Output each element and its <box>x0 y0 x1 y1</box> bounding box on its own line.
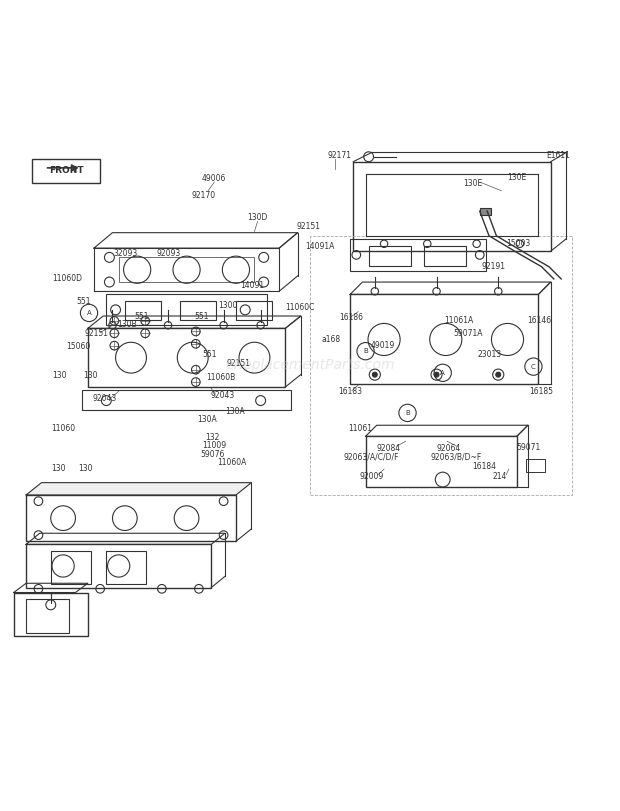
Text: 15060: 15060 <box>66 341 91 350</box>
Text: 92151: 92151 <box>85 329 108 338</box>
Text: 49019: 49019 <box>371 341 395 350</box>
Bar <box>526 459 544 471</box>
Text: 59071: 59071 <box>516 443 541 452</box>
Text: 130: 130 <box>52 371 66 380</box>
Text: A: A <box>87 310 91 316</box>
Circle shape <box>434 372 439 377</box>
Text: 214: 214 <box>492 472 507 481</box>
Text: B: B <box>405 410 410 416</box>
Bar <box>353 161 551 251</box>
Bar <box>82 390 291 410</box>
Bar <box>106 294 267 325</box>
Circle shape <box>373 372 378 377</box>
Bar <box>310 236 572 495</box>
Text: 130A: 130A <box>225 407 244 416</box>
Text: FRONT: FRONT <box>49 166 84 175</box>
Text: 551: 551 <box>202 350 216 359</box>
Text: 49006: 49006 <box>202 174 226 182</box>
Text: 130E: 130E <box>463 178 482 188</box>
Text: 1300: 1300 <box>219 301 238 310</box>
Text: 132: 132 <box>205 433 219 442</box>
Text: 11060A: 11060A <box>218 457 247 467</box>
Bar <box>366 436 516 487</box>
Text: 11009: 11009 <box>202 441 226 450</box>
Text: 11061: 11061 <box>348 424 372 433</box>
Text: 11060D: 11060D <box>52 274 82 283</box>
Text: 92043: 92043 <box>93 394 117 403</box>
Text: 130D: 130D <box>247 213 267 222</box>
Text: 11061A: 11061A <box>445 315 474 325</box>
Text: 14091: 14091 <box>241 281 264 290</box>
Bar <box>14 593 88 636</box>
Bar <box>51 551 91 585</box>
Text: A: A <box>440 370 445 375</box>
Bar <box>26 495 236 541</box>
Bar <box>350 294 538 384</box>
Text: 130A: 130A <box>198 414 218 423</box>
Bar <box>26 544 211 588</box>
Bar <box>26 599 69 633</box>
Text: 92170: 92170 <box>192 191 216 200</box>
Text: 92063/A/C/D/F: 92063/A/C/D/F <box>344 453 399 461</box>
Text: 92084: 92084 <box>377 444 401 453</box>
Bar <box>480 208 491 216</box>
Text: a168: a168 <box>321 335 340 344</box>
Text: 92151: 92151 <box>296 222 321 231</box>
FancyBboxPatch shape <box>32 159 100 183</box>
Text: 16185: 16185 <box>529 388 553 397</box>
Text: 16184: 16184 <box>472 462 497 471</box>
Text: eReplacementParts.com: eReplacementParts.com <box>225 358 395 372</box>
Text: 92151: 92151 <box>227 359 250 368</box>
Text: 130B: 130B <box>117 320 137 329</box>
Bar <box>424 247 466 266</box>
Text: 59076: 59076 <box>200 450 224 459</box>
Polygon shape <box>26 483 251 495</box>
Text: 23013: 23013 <box>478 350 502 359</box>
Bar <box>118 257 254 282</box>
Text: B: B <box>363 348 368 354</box>
Text: 59071A: 59071A <box>453 328 483 338</box>
Text: 15003: 15003 <box>507 239 531 248</box>
Bar <box>350 239 486 271</box>
Bar <box>106 551 146 585</box>
Text: E1611: E1611 <box>546 151 570 160</box>
Text: 32093: 32093 <box>113 249 138 258</box>
Circle shape <box>496 372 501 377</box>
Text: 16186: 16186 <box>340 313 363 322</box>
Text: 16183: 16183 <box>338 388 362 397</box>
Bar <box>236 301 272 320</box>
Text: 92009: 92009 <box>360 472 384 481</box>
Text: 92043: 92043 <box>210 391 234 400</box>
Text: 92171: 92171 <box>327 151 352 160</box>
Text: 16146: 16146 <box>527 315 551 325</box>
Text: 130: 130 <box>79 464 93 473</box>
Text: 11060C: 11060C <box>285 303 315 312</box>
Text: 130: 130 <box>51 464 65 473</box>
Text: C: C <box>531 363 536 370</box>
Text: 92064: 92064 <box>436 444 461 453</box>
Bar <box>125 301 161 320</box>
Bar <box>180 301 216 320</box>
Text: 14091A: 14091A <box>305 242 334 251</box>
Text: 11060: 11060 <box>51 424 75 433</box>
Text: 551: 551 <box>194 311 208 320</box>
Text: 551: 551 <box>134 311 149 320</box>
Text: 130: 130 <box>83 371 97 380</box>
Text: 551: 551 <box>77 298 91 307</box>
Text: 130E: 130E <box>508 173 527 182</box>
Text: 92191: 92191 <box>482 261 505 271</box>
Text: 92063/B/D~F: 92063/B/D~F <box>430 453 482 461</box>
Bar <box>88 328 285 387</box>
Bar <box>369 247 410 266</box>
Text: 92093: 92093 <box>157 249 181 258</box>
Text: 11060B: 11060B <box>206 373 236 382</box>
